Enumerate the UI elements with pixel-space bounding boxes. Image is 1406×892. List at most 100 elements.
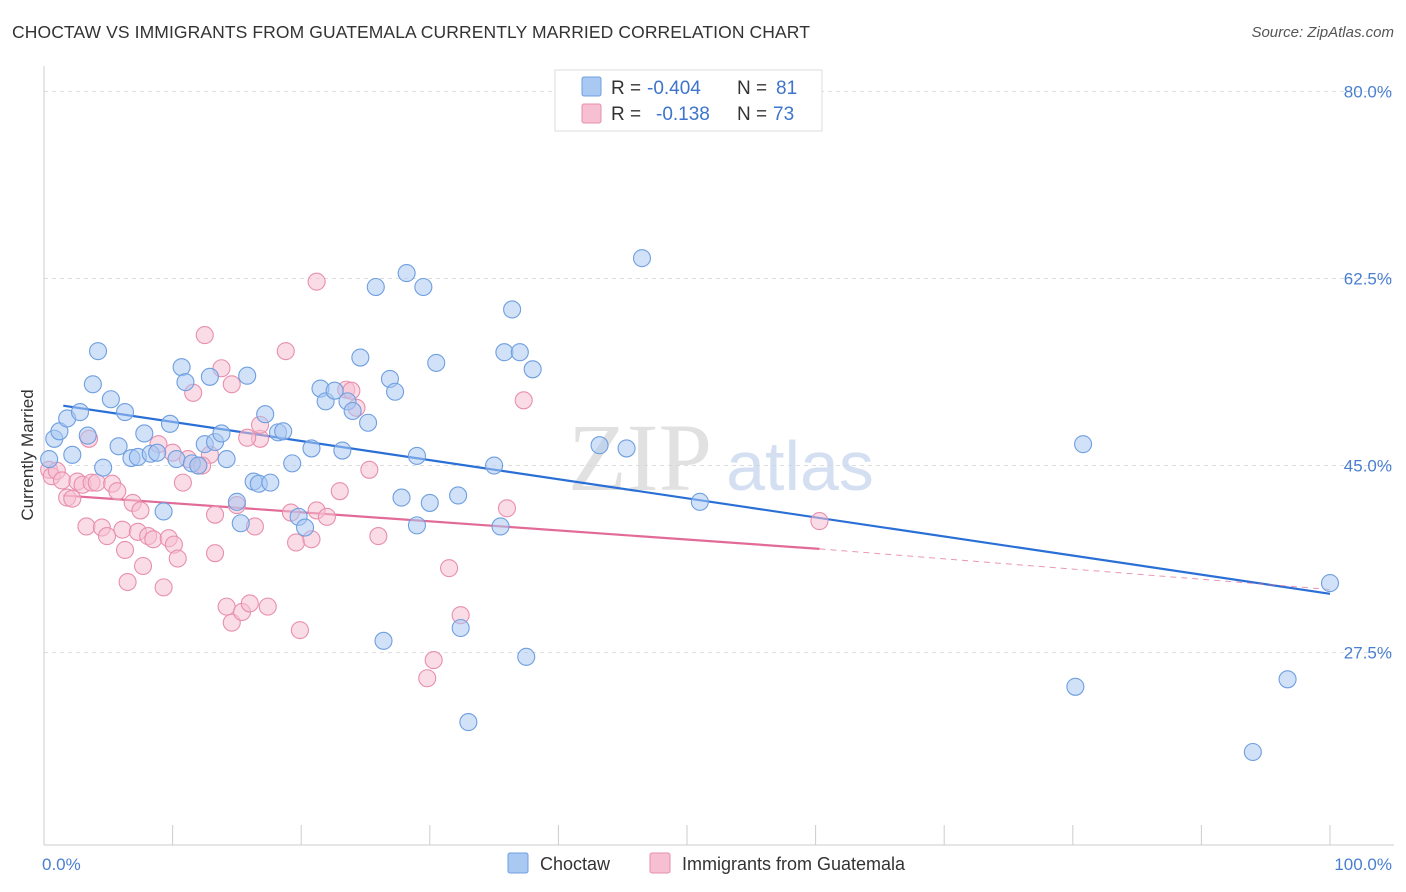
legend-n-value-1: 81 <box>776 78 797 99</box>
legend: R = -0.404 N = 81 R = -0.138 N = 73 <box>554 69 823 132</box>
point-choctaw-45 <box>325 381 344 400</box>
point-choctaw-75 <box>690 492 709 511</box>
point-guatemala-34 <box>205 505 225 524</box>
legend-r-label-2: R = <box>611 104 641 125</box>
point-choctaw-73 <box>617 439 636 458</box>
point-choctaw-74 <box>632 249 652 268</box>
point-guatemala-15 <box>113 520 132 539</box>
point-choctaw-46 <box>333 441 352 460</box>
trend-line-guatemala-extension <box>819 548 1331 591</box>
point-choctaw-79 <box>1278 670 1297 689</box>
x-tick-label-0: 0.0% <box>42 855 81 874</box>
watermark-zip: ZIP <box>568 404 712 511</box>
point-choctaw-11 <box>109 437 128 456</box>
point-guatemala-42 <box>240 594 259 613</box>
point-choctaw-19 <box>160 414 180 433</box>
point-choctaw-17 <box>148 443 167 462</box>
point-choctaw-59 <box>414 277 433 297</box>
legend-swatch-guatemala <box>581 103 602 124</box>
point-guatemala-17 <box>118 572 137 592</box>
point-choctaw-55 <box>392 488 411 507</box>
point-guatemala-49 <box>287 533 306 552</box>
point-choctaw-61 <box>427 353 446 372</box>
point-guatemala-61 <box>424 651 443 670</box>
point-choctaw-48 <box>343 401 362 421</box>
point-choctaw-69 <box>510 343 529 362</box>
chart-title: CHOCTAW VS IMMIGRANTS FROM GUATEMALA CUR… <box>12 22 810 42</box>
point-guatemala-65 <box>497 499 517 518</box>
point-choctaw-42 <box>302 439 321 458</box>
point-guatemala-67 <box>810 512 829 531</box>
point-guatemala-66 <box>514 391 533 410</box>
point-guatemala-12 <box>97 527 117 546</box>
bottom-legend: Choctaw Immigrants from Guatemala <box>507 852 906 874</box>
point-guatemala-55 <box>330 482 349 501</box>
point-choctaw-31 <box>231 514 250 533</box>
point-choctaw-28 <box>212 424 231 443</box>
point-guatemala-52 <box>307 272 326 291</box>
point-choctaw-49 <box>351 348 370 367</box>
point-choctaw-80 <box>1320 574 1340 593</box>
point-guatemala-20 <box>133 556 153 576</box>
point-choctaw-29 <box>217 450 236 469</box>
point-guatemala-63 <box>440 559 459 578</box>
point-choctaw-58 <box>407 516 426 535</box>
point-choctaw-35 <box>256 405 275 424</box>
point-choctaw-72 <box>590 436 609 455</box>
watermark-atlas: atlas <box>726 427 874 505</box>
point-guatemala-16 <box>115 540 135 560</box>
legend-r-value-2: -0.138 <box>656 104 710 125</box>
point-guatemala-24 <box>154 578 173 597</box>
point-choctaw-52 <box>374 631 393 650</box>
legend-swatch-choctaw <box>581 76 602 97</box>
legend-r-label-1: R = <box>611 78 641 99</box>
point-guatemala-3 <box>52 471 72 490</box>
point-guatemala-27 <box>168 549 187 568</box>
bottom-legend-label-choctaw: Choctaw <box>540 854 611 874</box>
bottom-legend-swatch-guatemala <box>649 852 671 874</box>
point-choctaw-8 <box>88 342 108 361</box>
series-choctaw <box>40 249 1340 762</box>
point-choctaw-41 <box>296 518 315 537</box>
series-immigrants-from-guatemala <box>40 272 829 688</box>
y-tick-label-3: 80.0% <box>1344 82 1392 101</box>
point-choctaw-6 <box>78 426 97 445</box>
y-tick-label-0: 27.5% <box>1344 644 1392 663</box>
point-choctaw-39 <box>283 454 302 473</box>
point-choctaw-67 <box>495 343 514 362</box>
point-choctaw-20 <box>167 450 186 469</box>
point-guatemala-14 <box>108 482 127 501</box>
point-choctaw-56 <box>397 264 416 283</box>
point-guatemala-59 <box>360 460 379 479</box>
point-choctaw-22 <box>176 373 195 392</box>
point-choctaw-21 <box>172 358 191 377</box>
watermark: ZIP atlas <box>568 404 874 511</box>
point-choctaw-32 <box>238 366 257 385</box>
axes <box>43 66 1394 846</box>
point-guatemala-46 <box>258 597 277 616</box>
y-tick-label-1: 45.0% <box>1344 457 1392 476</box>
point-choctaw-68 <box>503 300 522 319</box>
y-axis-label: Currently Married <box>18 389 37 520</box>
point-guatemala-22 <box>144 530 163 549</box>
point-guatemala-47 <box>276 342 295 361</box>
point-choctaw-64 <box>459 713 478 732</box>
point-choctaw-18 <box>154 502 173 521</box>
legend-n-label-2: N = <box>737 104 767 125</box>
point-guatemala-62 <box>418 669 437 688</box>
point-choctaw-24 <box>189 456 208 475</box>
point-choctaw-76 <box>1066 677 1085 696</box>
point-choctaw-50 <box>359 413 378 432</box>
point-choctaw-65 <box>485 456 504 475</box>
point-choctaw-70 <box>517 647 536 666</box>
bottom-legend-swatch-choctaw <box>507 852 529 874</box>
point-choctaw-26 <box>200 367 219 386</box>
point-choctaw-5 <box>70 403 90 422</box>
point-choctaw-7 <box>83 375 102 394</box>
point-guatemala-5 <box>63 489 82 508</box>
point-guatemala-37 <box>217 597 236 616</box>
legend-n-label-1: N = <box>737 78 767 99</box>
point-choctaw-66 <box>491 517 510 536</box>
legend-r-value-1: -0.404 <box>647 78 701 99</box>
point-choctaw-63 <box>451 618 470 638</box>
